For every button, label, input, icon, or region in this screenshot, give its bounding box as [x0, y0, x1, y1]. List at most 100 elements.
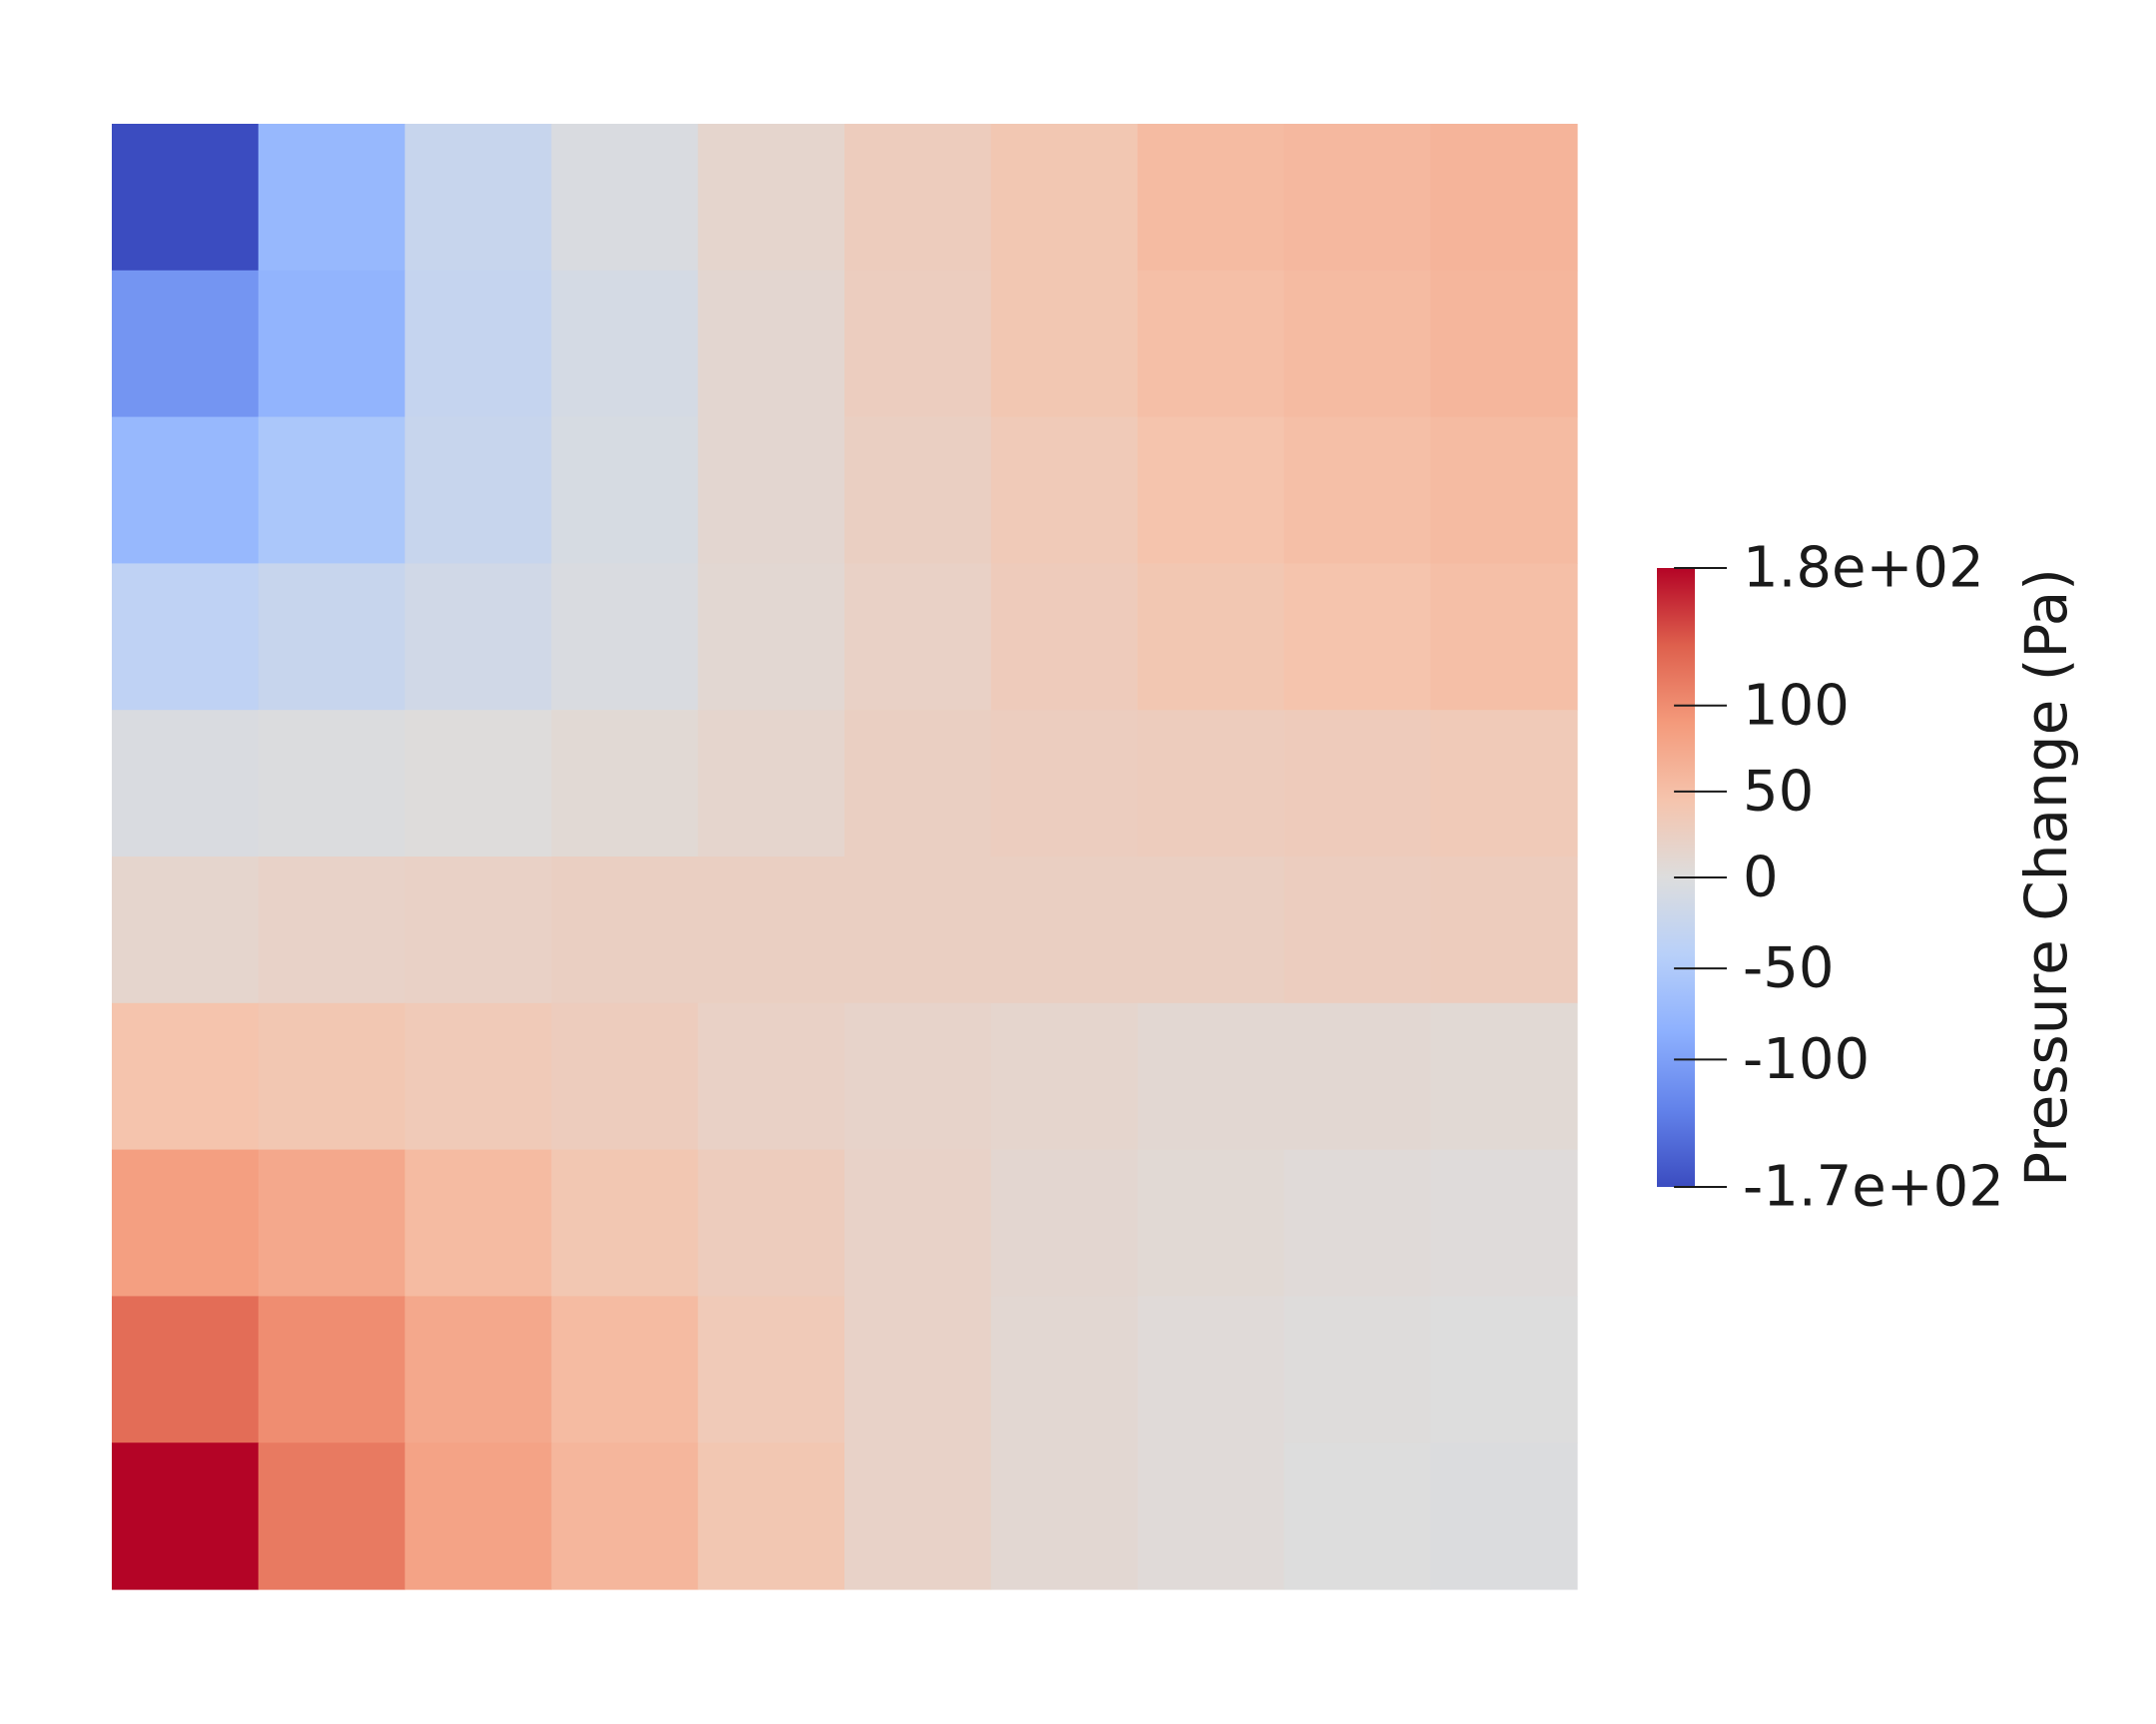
heatmap-cell-r4-c8 — [1284, 710, 1431, 858]
heatmap-cell-r9-c3 — [551, 1442, 699, 1590]
heatmap-cell-r6-c3 — [551, 1002, 699, 1151]
heatmap-cell-r7-c1 — [258, 1149, 406, 1297]
heatmap-cell-r2-c4 — [698, 416, 845, 564]
heatmap-cell-r6-c4 — [698, 1002, 845, 1151]
heatmap-cell-r5-c6 — [990, 857, 1139, 1004]
colorbar-tick-label-3: 0 — [1743, 846, 1779, 910]
colorbar-ticks: 1.8e+02 100 50 0 -50 -100 -1.7e+02 — [1674, 536, 2004, 1220]
colorbar: 1.8e+02 100 50 0 -50 -100 -1.7e+02 Pressure Ch… — [1657, 536, 2080, 1220]
colorbar-tick-label-5: -100 — [1743, 1027, 1870, 1092]
colorbar-tick-label-6: -1.7e+02 — [1743, 1155, 2004, 1220]
heatmap-cell-r0-c5 — [844, 124, 992, 272]
heatmap-cell-r2-c1 — [258, 416, 406, 564]
heatmap-cell-r7-c9 — [1430, 1149, 1578, 1297]
heatmap-cell-r1-c0 — [112, 270, 260, 418]
heatmap-cell-r2-c3 — [551, 416, 699, 564]
heatmap-cell-r3-c1 — [258, 563, 406, 711]
heatmap-cell-r6-c0 — [112, 1002, 260, 1151]
heatmap-cell-r0-c6 — [990, 124, 1139, 272]
heatmap-cell-r4-c6 — [990, 710, 1139, 858]
heatmap-cell-r3-c5 — [844, 563, 992, 711]
heatmap-cell-r4-c9 — [1430, 710, 1578, 858]
heatmap-cell-r2-c6 — [990, 416, 1139, 564]
heatmap-cell-r1-c1 — [258, 270, 406, 418]
heatmap-cell-r0-c7 — [1137, 124, 1285, 272]
heatmap-cell-r8-c1 — [258, 1296, 406, 1443]
heatmap-cell-r6-c5 — [844, 1002, 992, 1151]
heatmap-cell-r8-c4 — [698, 1296, 845, 1443]
heatmap-cell-r2-c9 — [1430, 416, 1578, 564]
heatmap-cell-r5-c4 — [698, 857, 845, 1004]
heatmap-cell-r1-c7 — [1137, 270, 1285, 418]
heatmap-cell-r0-c0 — [112, 124, 260, 272]
heatmap-cell-r5-c3 — [551, 857, 699, 1004]
heatmap-cell-r9-c4 — [698, 1442, 845, 1590]
heatmap-cell-r1-c3 — [551, 270, 699, 418]
heatmap-cell-r7-c4 — [698, 1149, 845, 1297]
colorbar-title: Pressure Change (Pa) — [2012, 568, 2080, 1187]
heatmap-cell-r0-c3 — [551, 124, 699, 272]
heatmap-cell-r4-c4 — [698, 710, 845, 858]
heatmap-grid — [112, 124, 1578, 1590]
heatmap-cell-r2-c7 — [1137, 416, 1285, 564]
heatmap-cell-r7-c3 — [551, 1149, 699, 1297]
heatmap-cell-r0-c4 — [698, 124, 845, 272]
heatmap-cell-r9-c0 — [112, 1442, 260, 1590]
heatmap-cell-r8-c9 — [1430, 1296, 1578, 1443]
heatmap-cell-r8-c8 — [1284, 1296, 1431, 1443]
heatmap-cell-r5-c8 — [1284, 857, 1431, 1004]
heatmap-cell-r7-c5 — [844, 1149, 992, 1297]
heatmap-cell-r1-c8 — [1284, 270, 1431, 418]
colorbar-tick-label-2: 50 — [1743, 759, 1814, 824]
heatmap-cell-r4-c1 — [258, 710, 406, 858]
heatmap-cell-r7-c0 — [112, 1149, 260, 1297]
heatmap-cell-r6-c8 — [1284, 1002, 1431, 1151]
heatmap-cell-r1-c5 — [844, 270, 992, 418]
heatmap-cell-r4-c0 — [112, 710, 260, 858]
heatmap-cell-r2-c0 — [112, 416, 260, 564]
heatmap-cell-r8-c3 — [551, 1296, 699, 1443]
heatmap-cell-r5-c9 — [1430, 857, 1578, 1004]
heatmap-cell-r0-c9 — [1430, 124, 1578, 272]
heatmap-cell-r8-c7 — [1137, 1296, 1285, 1443]
heatmap-cell-r8-c0 — [112, 1296, 260, 1443]
heatmap-cell-r9-c6 — [990, 1442, 1139, 1590]
heatmap-cell-r3-c9 — [1430, 563, 1578, 711]
heatmap-cell-r3-c6 — [990, 563, 1139, 711]
heatmap-cell-r3-c0 — [112, 563, 260, 711]
heatmap-cell-r1-c4 — [698, 270, 845, 418]
heatmap-cell-r5-c0 — [112, 857, 260, 1004]
heatmap-cell-r9-c2 — [404, 1442, 552, 1590]
colorbar-tick-label-1: 100 — [1743, 673, 1850, 738]
heatmap-cell-r6-c6 — [990, 1002, 1139, 1151]
heatmap-cell-r7-c7 — [1137, 1149, 1285, 1297]
heatmap-cell-r6-c7 — [1137, 1002, 1285, 1151]
heatmap-cell-r5-c1 — [258, 857, 406, 1004]
heatmap-cell-r7-c8 — [1284, 1149, 1431, 1297]
heatmap-cell-r5-c5 — [844, 857, 992, 1004]
heatmap-cell-r0-c8 — [1284, 124, 1431, 272]
heatmap-cell-r7-c6 — [990, 1149, 1139, 1297]
heatmap-cell-r8-c6 — [990, 1296, 1139, 1443]
heatmap-cell-r6-c1 — [258, 1002, 406, 1151]
heatmap-cell-r5-c7 — [1137, 857, 1285, 1004]
heatmap-cell-r8-c5 — [844, 1296, 992, 1443]
heatmap-cell-r1-c6 — [990, 270, 1139, 418]
heatmap-cell-r9-c8 — [1284, 1442, 1431, 1590]
heatmap-cell-r2-c5 — [844, 416, 992, 564]
heatmap-cell-r4-c5 — [844, 710, 992, 858]
heatmap-cell-r4-c3 — [551, 710, 699, 858]
heatmap-cell-r9-c1 — [258, 1442, 406, 1590]
heatmap-cell-r8-c2 — [404, 1296, 552, 1443]
heatmap-cell-r4-c7 — [1137, 710, 1285, 858]
heatmap-cell-r6-c9 — [1430, 1002, 1578, 1151]
heatmap-cell-r3-c8 — [1284, 563, 1431, 711]
colorbar-tick-label-4: -50 — [1743, 936, 1834, 1001]
heatmap-cell-r6-c2 — [404, 1002, 552, 1151]
heatmap-cell-r9-c7 — [1137, 1442, 1285, 1590]
heatmap-cell-r9-c9 — [1430, 1442, 1578, 1590]
heatmap-cell-r2-c8 — [1284, 416, 1431, 564]
heatmap-cell-r9-c5 — [844, 1442, 992, 1590]
heatmap-cell-r3-c3 — [551, 563, 699, 711]
